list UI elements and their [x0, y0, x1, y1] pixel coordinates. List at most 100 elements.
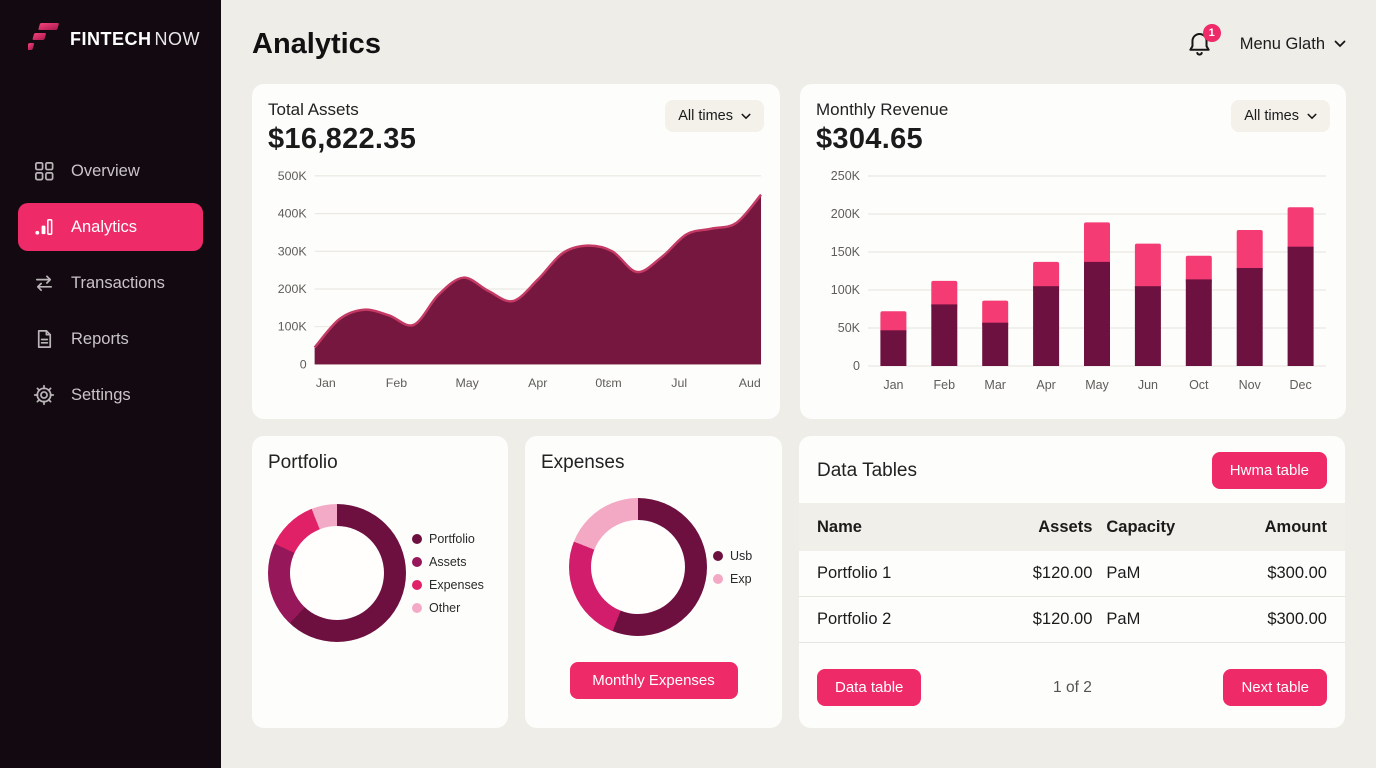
svg-text:Dec: Dec — [1289, 378, 1311, 392]
svg-text:May: May — [1085, 378, 1109, 392]
svg-text:150K: 150K — [831, 245, 861, 259]
column-header-name: Name — [817, 517, 862, 536]
svg-text:50K: 50K — [838, 321, 861, 335]
svg-text:400K: 400K — [278, 207, 308, 221]
svg-text:Feb: Feb — [934, 378, 956, 392]
legend-dot-icon — [713, 550, 723, 561]
cell-amount: $300.00 — [1267, 564, 1327, 582]
svg-text:Jan: Jan — [883, 378, 903, 392]
sidebar-item-label: Settings — [71, 385, 131, 404]
monthly-revenue-filter-dropdown[interactable]: All times — [1231, 100, 1330, 132]
data-table-button[interactable]: Data table — [817, 669, 922, 706]
svg-text:Feb: Feb — [386, 376, 407, 390]
table-header-row: Name Assets Capacity Amount — [799, 503, 1345, 551]
svg-text:250K: 250K — [831, 169, 861, 183]
brand-name: FINTECH NOW — [70, 29, 200, 50]
expenses-donut-chart — [569, 498, 707, 636]
legend-dot-icon — [713, 573, 723, 584]
legend-label: Expenses — [429, 577, 484, 592]
total-assets-area-chart: 500K 400K 300K 200K 100K 0 Jan Feb May Apr 0tɛm Jul… — [278, 169, 762, 390]
total-assets-card: Total Assets $16,822.35 All times 500K 40… — [252, 84, 780, 419]
expenses-title: Expenses — [541, 452, 625, 473]
legend-dot-icon — [412, 579, 422, 590]
svg-text:0: 0 — [853, 359, 860, 373]
legend-label: Exp — [730, 571, 752, 586]
sidebar-item-label: Transactions — [71, 273, 165, 292]
svg-text:Apr: Apr — [528, 376, 547, 390]
legend-label: Assets — [429, 554, 467, 569]
legend-item: Usb — [713, 549, 752, 563]
filter-label: All times — [678, 108, 733, 124]
svg-text:Aud: Aud — [739, 376, 761, 390]
legend-label: Other — [429, 600, 461, 615]
brand-name-bold: FINTECH — [70, 29, 152, 49]
bottom-row: Portfolio Portfolio Assets Expenses Other E… — [252, 436, 1346, 728]
svg-text:Oct: Oct — [1189, 378, 1209, 392]
monthly-expenses-button[interactable]: Monthly Expenses — [569, 662, 738, 699]
sidebar-item-overview[interactable]: Overview — [18, 147, 203, 195]
sidebar-item-label: Analytics — [71, 217, 138, 236]
sidebar: FINTECH NOW Overview Analytics — [0, 0, 221, 768]
cell-assets: $120.00 — [1032, 564, 1093, 582]
svg-text:0tɛm: 0tɛm — [595, 376, 621, 390]
svg-text:May: May — [455, 376, 479, 390]
legend-label: Portfolio — [429, 531, 475, 546]
table-row: Portfolio 2 $120.00 PaM $300.00 — [799, 597, 1345, 643]
svg-text:100K: 100K — [831, 283, 861, 297]
chevron-down-icon — [1307, 113, 1317, 119]
user-menu[interactable]: Menu Glath — [1240, 35, 1346, 54]
page-title: Analytics — [252, 27, 381, 60]
total-assets-filter-dropdown[interactable]: All times — [665, 100, 764, 132]
brand-name-light: NOW — [154, 29, 200, 49]
legend-item: Exp — [713, 572, 752, 586]
svg-text:Nov: Nov — [1239, 378, 1262, 392]
column-header-assets: Assets — [1038, 517, 1093, 536]
svg-text:500K: 500K — [278, 169, 308, 183]
sidebar-item-transactions[interactable]: Transactions — [18, 259, 203, 307]
monthly-revenue-value: $304.65 — [816, 123, 923, 155]
expenses-legend: Usb Exp — [713, 549, 752, 586]
notifications-button[interactable]: 1 — [1186, 24, 1221, 59]
svg-text:Jul: Jul — [671, 376, 687, 390]
svg-text:100K: 100K — [278, 320, 308, 334]
user-menu-label: Menu Glath — [1239, 34, 1325, 53]
sidebar-item-analytics[interactable]: Analytics — [18, 203, 203, 251]
sidebar-item-label: Reports — [71, 329, 129, 348]
legend-item: Expenses — [412, 578, 484, 592]
svg-text:Jun: Jun — [1138, 378, 1158, 392]
sidebar-nav: Overview Analytics Transactions — [0, 143, 221, 423]
total-assets-title: Total Assets — [268, 100, 359, 119]
sidebar-item-settings[interactable]: Settings — [18, 371, 203, 419]
monthly-revenue-card: Monthly Revenue $304.65 All times 250K 20… — [800, 84, 1346, 419]
data-tables-card: Data Tables Hwma table Name Assets Capac… — [799, 436, 1345, 728]
total-assets-value: $16,822.35 — [268, 123, 417, 155]
legend-dot-icon — [412, 602, 422, 613]
cell-name: Portfolio 1 — [817, 564, 892, 582]
portfolio-title: Portfolio — [268, 452, 338, 473]
document-icon — [32, 328, 55, 351]
page-indicator: 1 of 2 — [1053, 678, 1092, 696]
sidebar-item-reports[interactable]: Reports — [18, 315, 203, 363]
hwma-table-button[interactable]: Hwma table — [1211, 452, 1327, 489]
cell-capacity: PaM — [1106, 610, 1141, 628]
monthly-revenue-title: Monthly Revenue — [816, 100, 949, 119]
legend-item: Portfolio — [412, 532, 484, 546]
filter-label: All times — [1244, 108, 1299, 124]
table-footer: Data table 1 of 2 Next table — [799, 643, 1345, 722]
svg-text:300K: 300K — [278, 244, 308, 258]
legend-dot-icon — [412, 556, 422, 567]
legend-item: Assets — [412, 555, 484, 569]
legend-label: Usb — [730, 548, 753, 563]
data-tables-title: Data Tables — [817, 459, 917, 481]
legend-dot-icon — [412, 533, 422, 544]
column-header-capacity: Capacity — [1106, 517, 1176, 536]
portfolio-legend: Portfolio Assets Expenses Other — [412, 532, 484, 615]
cell-capacity: PaM — [1106, 564, 1141, 582]
portfolio-donut-chart — [268, 504, 406, 642]
svg-text:Mar: Mar — [984, 378, 1006, 392]
next-table-button[interactable]: Next table — [1223, 669, 1327, 706]
cell-amount: $300.00 — [1267, 610, 1327, 628]
portfolio-card: Portfolio Portfolio Assets Expenses Other — [252, 436, 508, 728]
charts-row: Total Assets $16,822.35 All times 500K 40… — [252, 84, 1346, 419]
svg-text:200K: 200K — [831, 207, 861, 221]
